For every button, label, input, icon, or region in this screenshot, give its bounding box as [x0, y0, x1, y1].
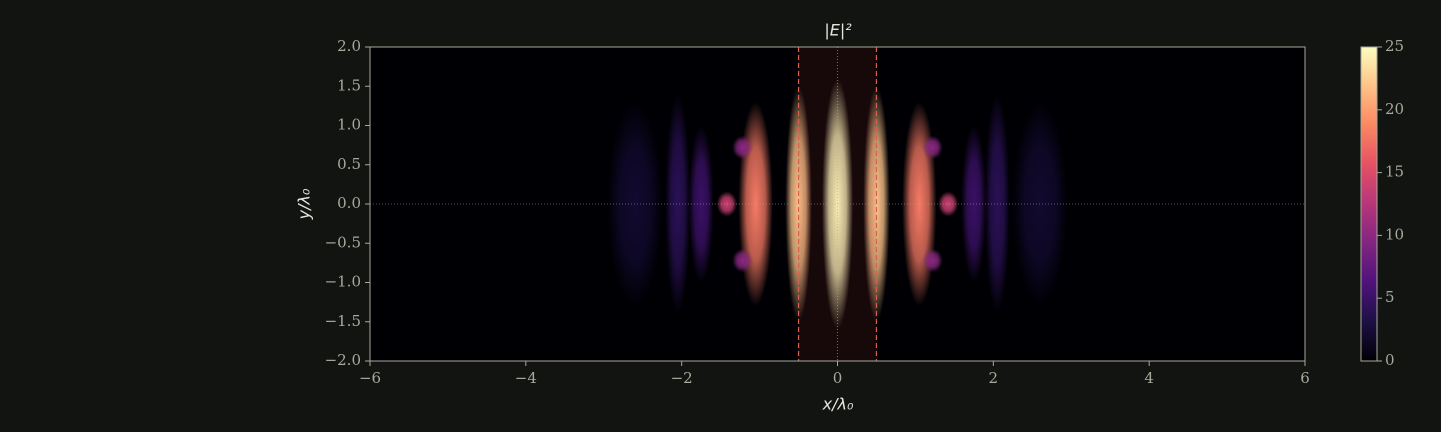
- y-tick-label: 0.5: [337, 155, 361, 173]
- colorbar-tick-label: 15: [1385, 163, 1404, 181]
- colorbar-tick-label: 0: [1385, 351, 1395, 369]
- intensity-spot: [922, 135, 943, 160]
- intensity-spot: [716, 191, 737, 217]
- y-tick-label: 1.0: [337, 116, 361, 134]
- y-tick-label: 2.0: [337, 37, 361, 55]
- intensity-spot: [665, 94, 691, 314]
- x-tick-label: 4: [1144, 369, 1154, 387]
- chart-title: |E|²: [824, 21, 852, 40]
- colorbar-tick-label: 10: [1385, 225, 1404, 243]
- y-tick-label: 1.5: [337, 76, 361, 94]
- y-tick-label: −1.0: [325, 273, 361, 291]
- y-axis-label: y/λ₀: [295, 188, 314, 220]
- y-tick-label: −0.5: [325, 233, 361, 251]
- y-tick-label: −1.5: [325, 312, 361, 330]
- colorbar-tick-label: 5: [1385, 288, 1395, 306]
- x-tick-label: −4: [515, 369, 537, 387]
- y-tick-label: −2.0: [325, 351, 361, 369]
- colorbar: [1360, 46, 1378, 362]
- x-tick-label: −2: [671, 369, 693, 387]
- intensity-spot: [922, 248, 943, 273]
- intensity-spot: [732, 248, 753, 273]
- y-tick-label: 0.0: [337, 194, 361, 212]
- x-tick-label: 0: [833, 369, 843, 387]
- x-axis-label: x/λ₀: [822, 395, 854, 414]
- intensity-spot: [738, 101, 773, 307]
- intensity-spot: [1012, 101, 1068, 307]
- intensity-spot: [938, 191, 959, 217]
- x-tick-label: 2: [989, 369, 999, 387]
- colorbar-tick-label: 25: [1385, 37, 1404, 55]
- heatmap: [607, 78, 1068, 330]
- x-tick-label: −6: [359, 369, 381, 387]
- intensity-spot: [732, 135, 753, 160]
- colorbar-tick-label: 20: [1385, 100, 1404, 118]
- intensity-spot: [688, 125, 714, 283]
- x-tick-label: 6: [1300, 369, 1310, 387]
